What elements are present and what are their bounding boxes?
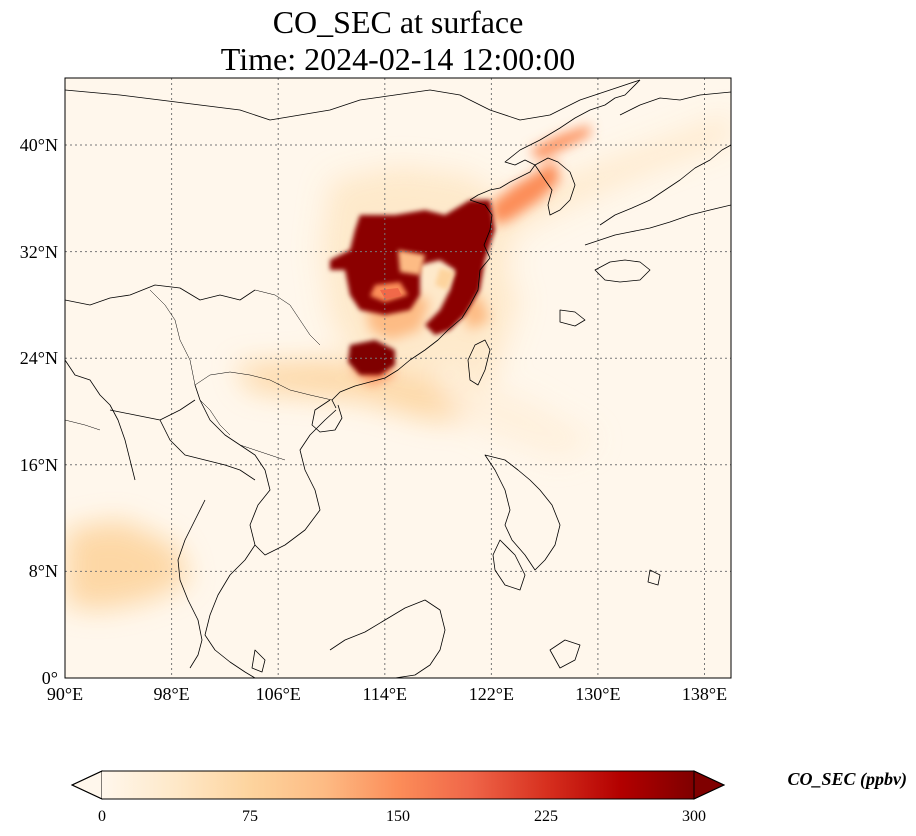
colorbar-tick-label: 300 bbox=[682, 808, 706, 825]
colorbar-tick-label: 75 bbox=[242, 808, 258, 825]
colorbar-tick-label: 225 bbox=[534, 808, 558, 825]
y-tick-label: 32°N bbox=[20, 242, 58, 262]
colorbar: 0 75 150 225 300 CO_SEC (ppbv) bbox=[70, 769, 907, 825]
x-tick-label: 90°E bbox=[47, 684, 83, 704]
x-tick-label: 130°E bbox=[575, 684, 620, 704]
colorbar-label: CO_SEC (ppbv) bbox=[787, 769, 907, 790]
x-tick-label: 98°E bbox=[153, 684, 189, 704]
x-tick-label: 122°E bbox=[469, 684, 514, 704]
coastlines bbox=[65, 79, 731, 678]
colorbar-gradient bbox=[102, 771, 694, 799]
y-tick-label: 8°N bbox=[29, 561, 58, 581]
colorbar-tick-label: 0 bbox=[98, 808, 106, 825]
plot-title-line2: Time: 2024-02-14 12:00:00 bbox=[221, 41, 575, 77]
colorbar-tick-label: 150 bbox=[386, 808, 410, 825]
y-tick-label: 40°N bbox=[20, 135, 58, 155]
x-tick-label: 138°E bbox=[682, 684, 727, 704]
y-tick-label: 24°N bbox=[20, 348, 58, 368]
x-tick-label: 106°E bbox=[256, 684, 301, 704]
y-tick-label: 0° bbox=[42, 668, 58, 688]
plot-title-line1: CO_SEC at surface bbox=[273, 4, 524, 40]
map-frame bbox=[64, 77, 732, 679]
colorbar-ticks: 0 75 150 225 300 bbox=[98, 808, 706, 825]
colorbar-outline bbox=[70, 770, 726, 800]
y-tick-label: 16°N bbox=[20, 455, 58, 475]
map-panel bbox=[65, 78, 731, 678]
x-tick-label: 114°E bbox=[363, 684, 408, 704]
y-tick-labels: 0° 8°N 16°N 24°N 32°N 40°N bbox=[20, 135, 58, 688]
colorbar-extend-max bbox=[693, 770, 726, 800]
colorbar-extend-min bbox=[70, 770, 103, 800]
x-tick-labels: 90°E 98°E 106°E 114°E 122°E 130°E 138°E bbox=[47, 684, 727, 704]
country-borders bbox=[65, 289, 333, 461]
gridlines bbox=[65, 78, 731, 678]
